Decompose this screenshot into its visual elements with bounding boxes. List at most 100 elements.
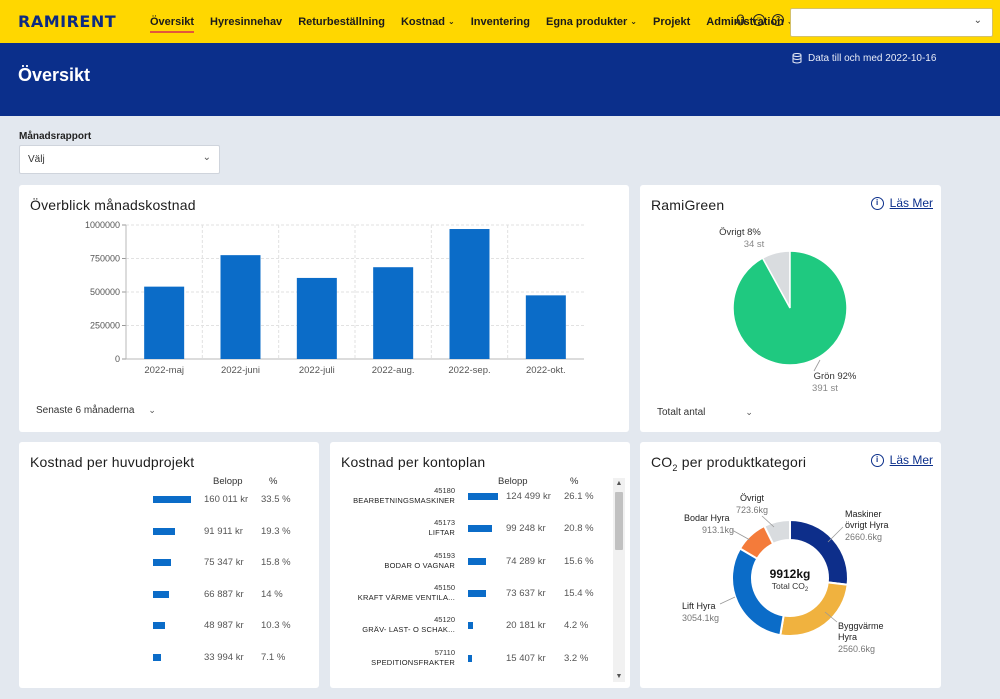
bar-2022-aug[interactable]: [373, 267, 414, 359]
account-cost-row[interactable]: 45120 GRÄV- LAST- O SCHAK... 20 181 kr 4.2 …: [330, 615, 610, 643]
cost-share-bar: [468, 622, 473, 630]
cost-amount: 15 407 kr: [506, 652, 546, 664]
cost-percent: 19.3 %: [261, 525, 291, 537]
cost-share-bar: [468, 525, 492, 533]
cost-percent: 26.1 %: [564, 491, 594, 502]
cost-amount: 99 248 kr: [506, 523, 546, 535]
top-navigation-bar: RAMIRENT Översikt Hyresinnehav Returbestäl…: [0, 0, 1000, 43]
co2-label-bodar-value: 913.1kg: [702, 525, 734, 535]
period-select[interactable]: Senaste 6 månaderna ⌄: [36, 405, 156, 416]
count-select-value: Totalt antal: [657, 407, 706, 418]
account-cost-row[interactable]: 45150 KRAFT VÄRME VENTILA... 73 637 kr 15.4…: [330, 583, 610, 611]
user-circle-icon[interactable]: ☺: [753, 14, 765, 26]
account-name: BODAR O VAGNAR: [384, 560, 455, 570]
bar-2022-maj[interactable]: [144, 286, 185, 359]
cost-percent: 15.4 %: [564, 587, 594, 599]
account-code: 45120: [434, 615, 455, 625]
account-cost-row[interactable]: 45193 BODAR O VAGNAR 74 289 kr 15.6 %: [330, 551, 610, 579]
co2-read-more-link[interactable]: i Läs Mer: [870, 453, 933, 467]
co2-leader-bygg: [824, 611, 838, 623]
nav-item-label: Inventering: [470, 15, 530, 28]
account-name: SPEDITIONSFRAKTER: [371, 657, 455, 667]
project-cost-title: Kostnad per huvudprojekt: [30, 454, 195, 470]
data-date-info: Data till och med 2022-10-16: [792, 53, 936, 64]
y-tick-label: 1000000: [85, 220, 120, 230]
nav-item-label: Kostnad: [400, 15, 445, 28]
co2-title: CO2 per produktkategori: [651, 454, 806, 473]
x-tick-label: 2022-aug.: [372, 365, 415, 376]
account-cost-row[interactable]: 45173 LIFTAR 99 248 kr 20.8 %: [330, 518, 610, 546]
nav-item-inventering[interactable]: Inventering: [471, 0, 530, 43]
bar-2022-juni[interactable]: [220, 255, 261, 359]
scrollbar-thumb[interactable]: [615, 492, 623, 550]
help-circle-icon[interactable]: ?: [772, 14, 784, 26]
cost-share-bar: [153, 527, 175, 535]
info-icon: i: [870, 196, 884, 210]
project-cost-row[interactable]: 48 987 kr 10.3 %: [19, 618, 319, 634]
nav-item-kostnad[interactable]: Kostnad ⌄: [401, 0, 455, 43]
column-header-percent: %: [570, 476, 579, 487]
co2-title-sub: 2: [672, 462, 678, 473]
ramigreen-read-more-link[interactable]: i Läs Mer: [870, 196, 933, 210]
nav-item-egna-produkter[interactable]: Egna produkter ⌄: [546, 0, 637, 43]
bell-icon[interactable]: [734, 14, 746, 26]
pie-label-ovrigt: Övrigt 8%: [719, 227, 761, 238]
y-tick-label: 500000: [90, 287, 120, 297]
bar-2022-okt[interactable]: [525, 295, 566, 359]
x-tick-label: 2022-juni: [221, 365, 260, 376]
chevron-down-icon: ⌄: [447, 17, 455, 26]
cost-amount: 66 887 kr: [204, 588, 244, 600]
chevron-down-icon: ⌄: [973, 15, 982, 26]
bar-2022-juli[interactable]: [296, 277, 337, 359]
nav-item-projekt[interactable]: Projekt: [653, 0, 690, 43]
month-report-select[interactable]: Välj ⌄: [19, 145, 220, 174]
scroll-up-icon[interactable]: ▲: [615, 480, 623, 487]
nav-item-oversikt[interactable]: Översikt: [150, 0, 195, 43]
account-name: GRÄV- LAST- O SCHAK...: [362, 625, 455, 635]
cost-share-bar: [153, 559, 171, 566]
pie-slice-gron-92[interactable]: [732, 250, 848, 366]
account-name: KRAFT VÄRME VENTILA...: [357, 592, 455, 602]
project-cost-row[interactable]: 66 887 kr 14 %: [19, 587, 319, 603]
cost-share-bar: [468, 557, 486, 565]
cost-percent: 15.8 %: [261, 557, 291, 568]
customer-select[interactable]: ⌄: [790, 8, 993, 37]
project-cost-row[interactable]: 160 011 kr 33.5 %: [19, 492, 319, 508]
bar-2022-sep[interactable]: [449, 229, 490, 359]
project-cost-row[interactable]: 33 994 kr 7.1 %: [19, 650, 319, 666]
nav-item-hyresinnehav[interactable]: Hyresinnehav: [210, 0, 282, 43]
project-cost-row[interactable]: 75 347 kr 15.8 %: [19, 555, 319, 571]
account-code: 45150: [434, 582, 455, 592]
donut-segment-lift-hyra[interactable]: [731, 547, 785, 637]
count-select[interactable]: Totalt antal ⌄: [657, 407, 753, 418]
x-tick-label: 2022-okt.: [526, 365, 566, 376]
pie-sub-ovrigt: 34 st: [744, 239, 765, 250]
account-cost-row[interactable]: 57110 SPEDITIONSFRAKTER 15 407 kr 3.2 %: [330, 648, 610, 676]
account-code: 57110: [434, 647, 455, 657]
scroll-down-icon[interactable]: ▼: [615, 673, 623, 680]
info-icon: i: [870, 453, 884, 467]
cost-amount: 73 637 kr: [506, 587, 546, 599]
chevron-down-icon: ⌄: [745, 407, 753, 417]
account-code: 45173: [434, 518, 455, 528]
cost-percent: 3.2 %: [564, 652, 589, 664]
donut-total-label: Total CO2: [772, 581, 809, 593]
account-list-scrollbar[interactable]: ▲ ▼: [613, 478, 625, 682]
co2-label-ovrigt-l1: Övrigt: [740, 493, 765, 503]
project-cost-row[interactable]: 91 911 kr 19.3 %: [19, 524, 319, 540]
account-cost-title: Kostnad per kontoplan: [341, 454, 486, 470]
ramirent-logo[interactable]: RAMIRENT: [18, 12, 117, 31]
database-icon: [792, 53, 802, 64]
co2-label-lift-l1: Lift Hyra: [682, 601, 716, 611]
page-title: Översikt: [18, 65, 91, 85]
donut-total-label-sub: 2: [805, 587, 809, 593]
nav-item-returbestallning[interactable]: Returbeställning: [298, 0, 385, 43]
read-more-label: Läs Mer: [889, 453, 933, 467]
month-report-label: Månadsrapport: [19, 131, 92, 142]
co2-card: CO2 per produktkategori i Läs Mer 9912kg…: [640, 442, 941, 688]
account-cost-row[interactable]: 45180 BEARBETNINGSMASKINER 124 499 kr 26.1 …: [330, 486, 610, 514]
co2-leader-bodar: [731, 529, 751, 541]
y-tick-label: 250000: [90, 321, 120, 331]
donut-segment-ovrigt[interactable]: [762, 518, 791, 546]
co2-label-maskiner-l2: övrigt Hyra: [845, 520, 889, 530]
